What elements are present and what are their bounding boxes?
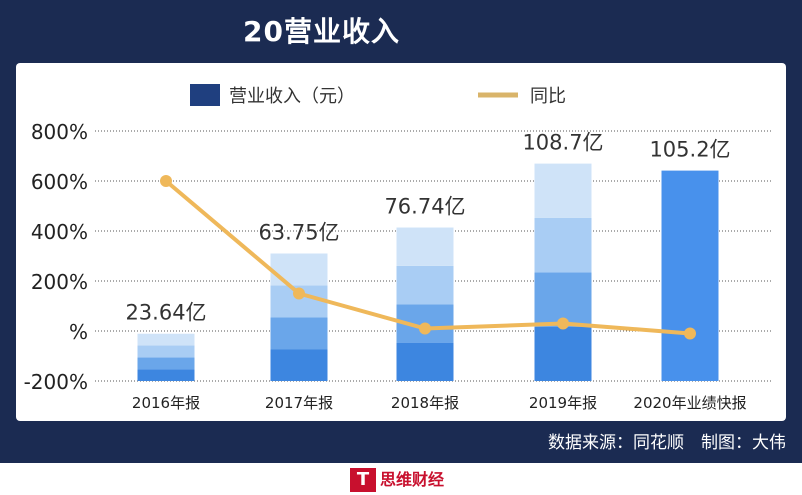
bar-revenue-segment <box>534 326 592 381</box>
bar-value-label: 63.75亿 <box>258 221 339 245</box>
bar-revenue-segment <box>396 227 454 266</box>
y-tick-label: 800% <box>31 120 88 144</box>
bar-revenue-segment <box>137 357 195 370</box>
bar-revenue-segment <box>137 369 195 381</box>
y-tick-label: 400% <box>31 220 88 244</box>
x-tick-label: 2018年报 <box>391 394 459 412</box>
bar-value-label: 23.64亿 <box>125 301 206 325</box>
yoy-point <box>160 175 172 187</box>
legend-label-revenue: 营业收入（元） <box>229 86 355 107</box>
x-tick-label: 2020年业绩快报 <box>633 394 746 412</box>
bar-revenue-segment <box>396 342 454 381</box>
bar-revenue-segment <box>137 333 195 346</box>
yoy-point <box>557 317 569 330</box>
legend-swatch-revenue <box>190 84 220 106</box>
page-title: 20营业收入 <box>243 15 400 48</box>
y-tick-label: -200% <box>24 370 88 394</box>
yoy-point <box>684 327 696 340</box>
bar-value-label: 76.74亿 <box>384 195 465 219</box>
brand-logo-mark: T <box>350 468 376 492</box>
x-tick-label: 2017年报 <box>265 394 333 412</box>
bar-revenue-segment <box>270 349 328 381</box>
bar-value-label: 105.2亿 <box>649 138 730 162</box>
revenue-chart: 营业收入（元） 同比 800% 600% 400% 200%% -200% 23.64亿 63.… <box>24 84 772 412</box>
x-tick-label: 2019年报 <box>529 394 597 412</box>
bar-revenue <box>661 170 719 381</box>
bar-revenue-segment <box>534 163 592 218</box>
bar-revenue-segment <box>270 317 328 350</box>
bar-revenue-segment <box>396 265 454 305</box>
brand-logo-text: 思维财经 <box>380 470 445 489</box>
y-tick-label: 600% <box>31 170 88 194</box>
brand-logo: T 思维财经 <box>350 466 480 494</box>
yoy-point <box>419 322 431 335</box>
legend-label-yoy: 同比 <box>530 86 566 107</box>
bar-revenue-segment <box>534 217 592 273</box>
x-tick-label: 2016年报 <box>132 394 200 412</box>
bar-value-label: 108.7亿 <box>522 131 603 155</box>
y-tick-label: % <box>69 320 88 344</box>
yoy-point <box>293 287 305 300</box>
source-note: 数据来源：同花顺 制图：大伟 <box>548 433 786 453</box>
bar-revenue-segment <box>137 345 195 358</box>
y-tick-label: 200% <box>31 270 88 294</box>
bar-revenue-segment <box>270 253 328 286</box>
